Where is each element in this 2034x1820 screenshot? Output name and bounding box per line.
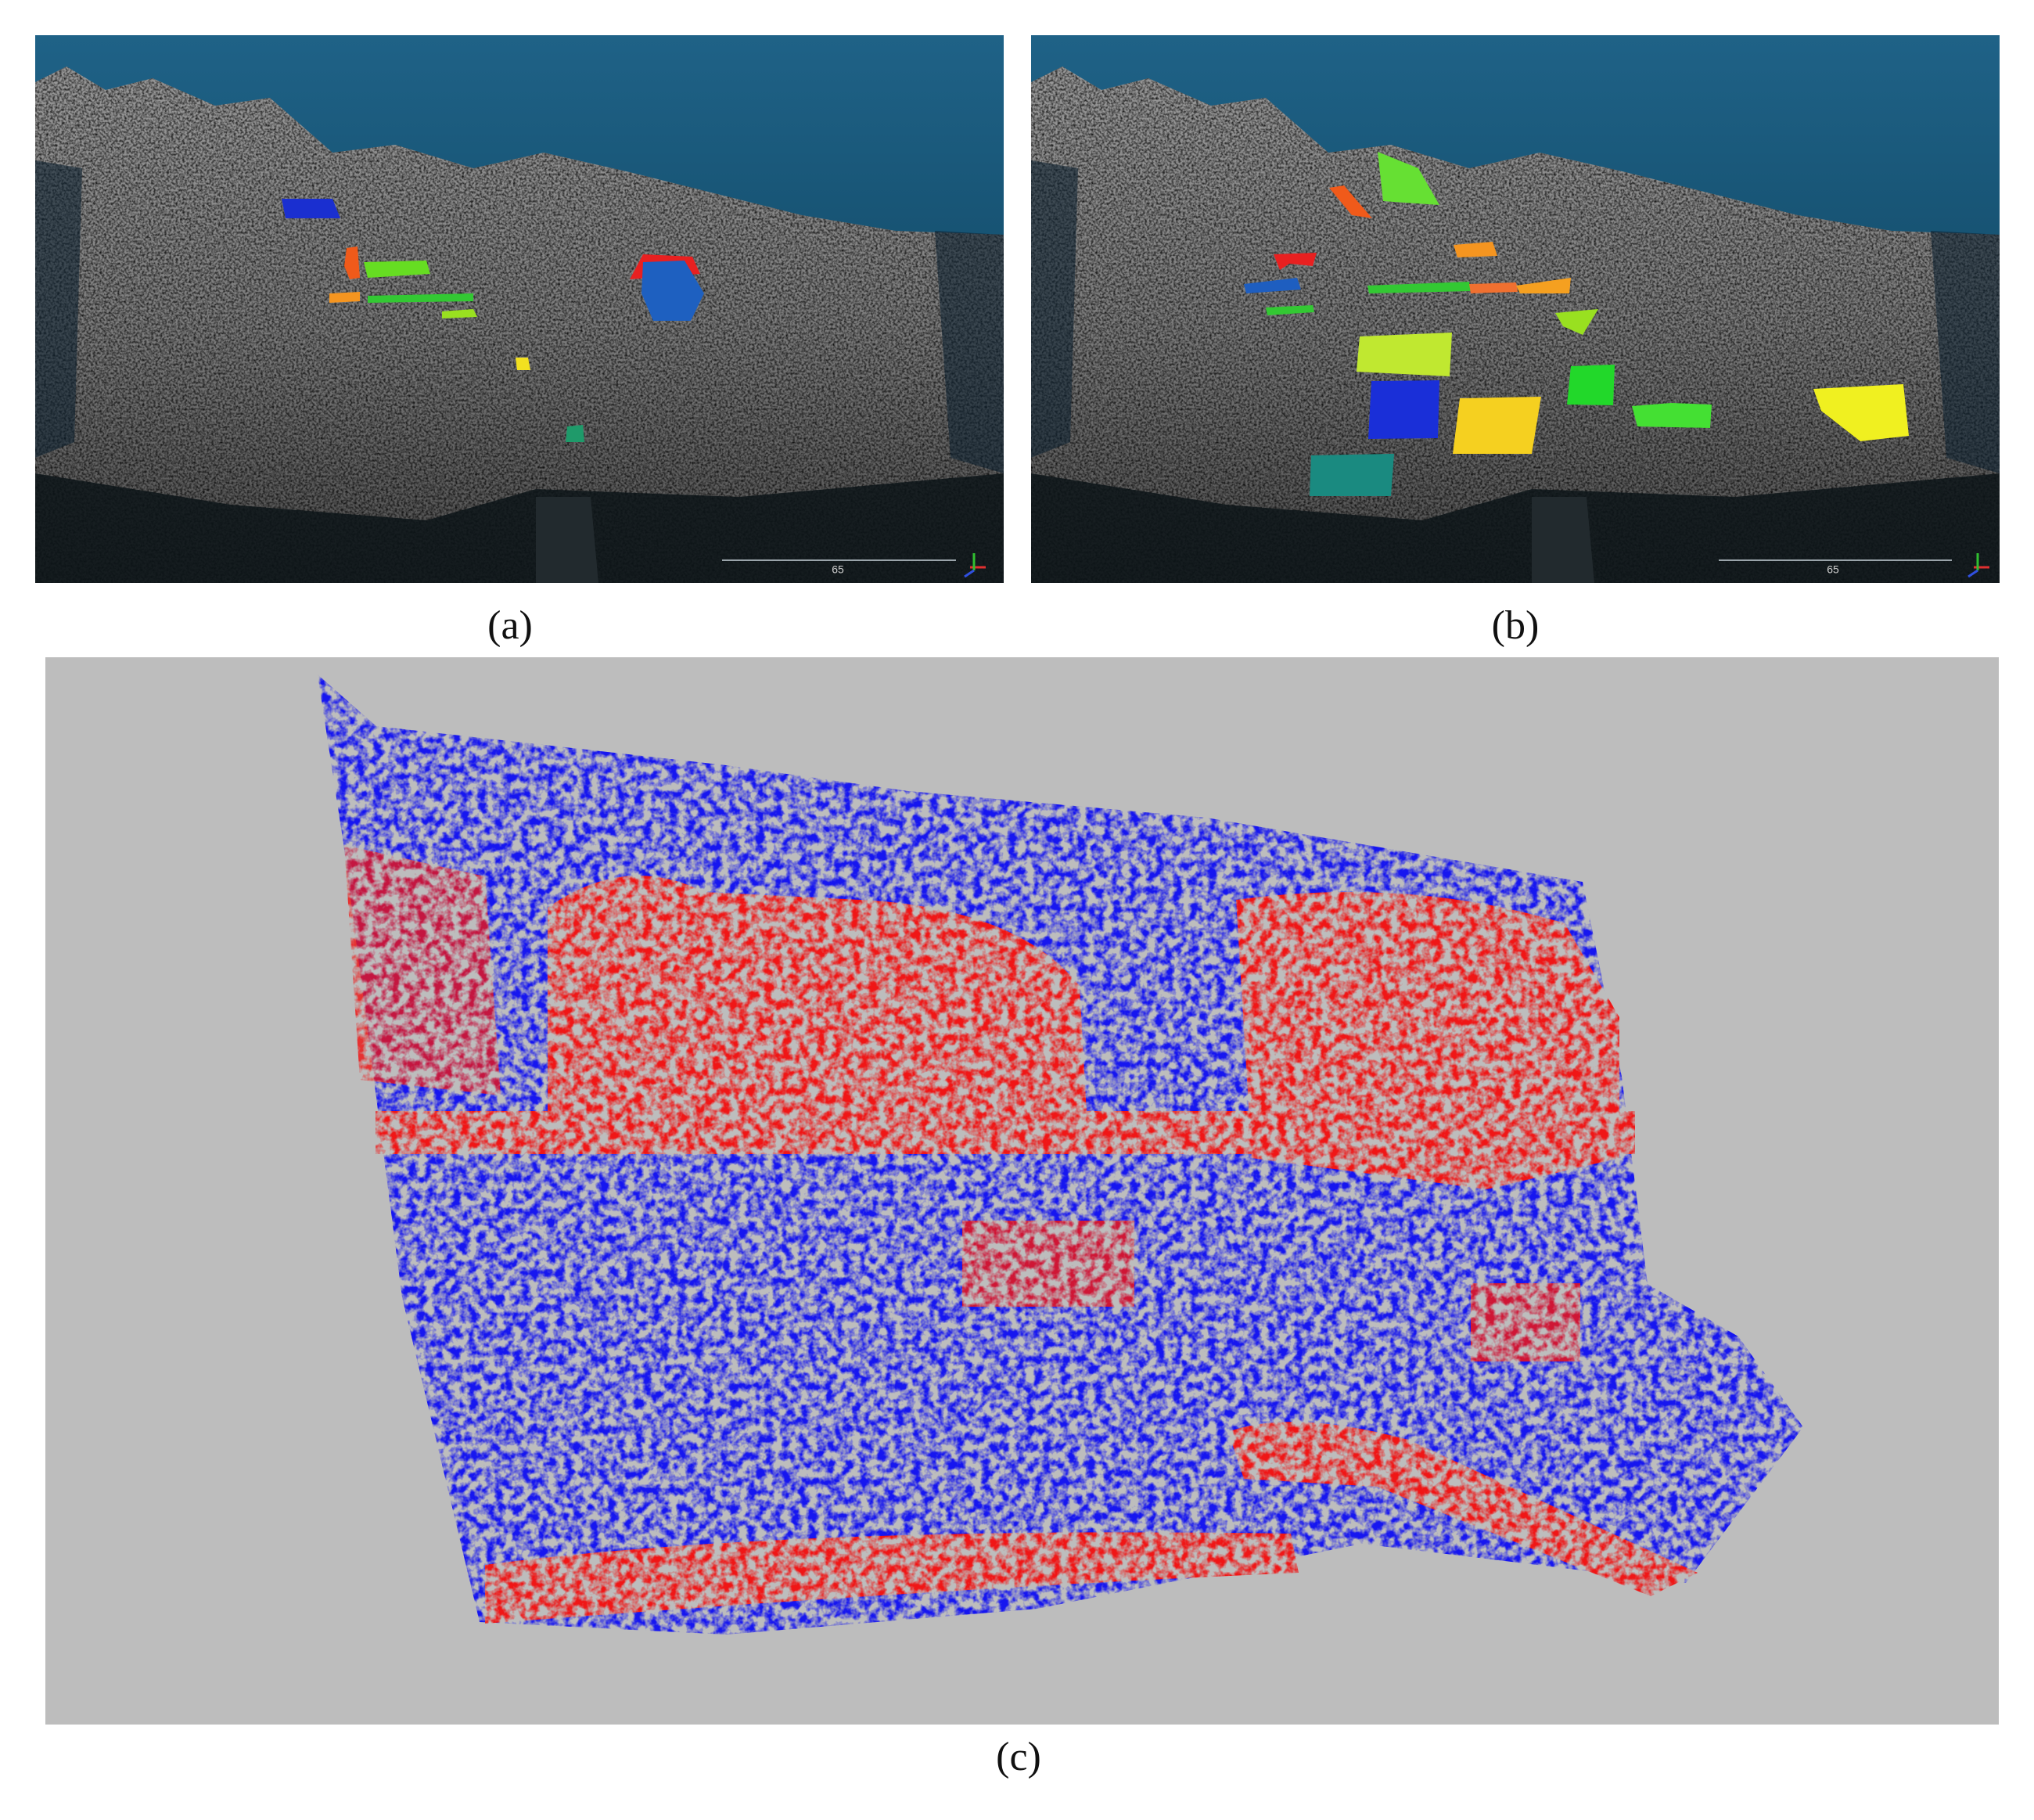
panel-b: 65 [1031, 35, 2000, 583]
panel-label: (b) [1492, 603, 1540, 648]
scale-label: 65 [1827, 563, 1839, 576]
panel-c [45, 657, 1999, 1725]
panel-label: (c) [996, 1735, 1041, 1779]
panel-label: (a) [487, 603, 533, 648]
scale-label: 65 [832, 563, 844, 576]
panel-a: 65 [35, 35, 1004, 583]
